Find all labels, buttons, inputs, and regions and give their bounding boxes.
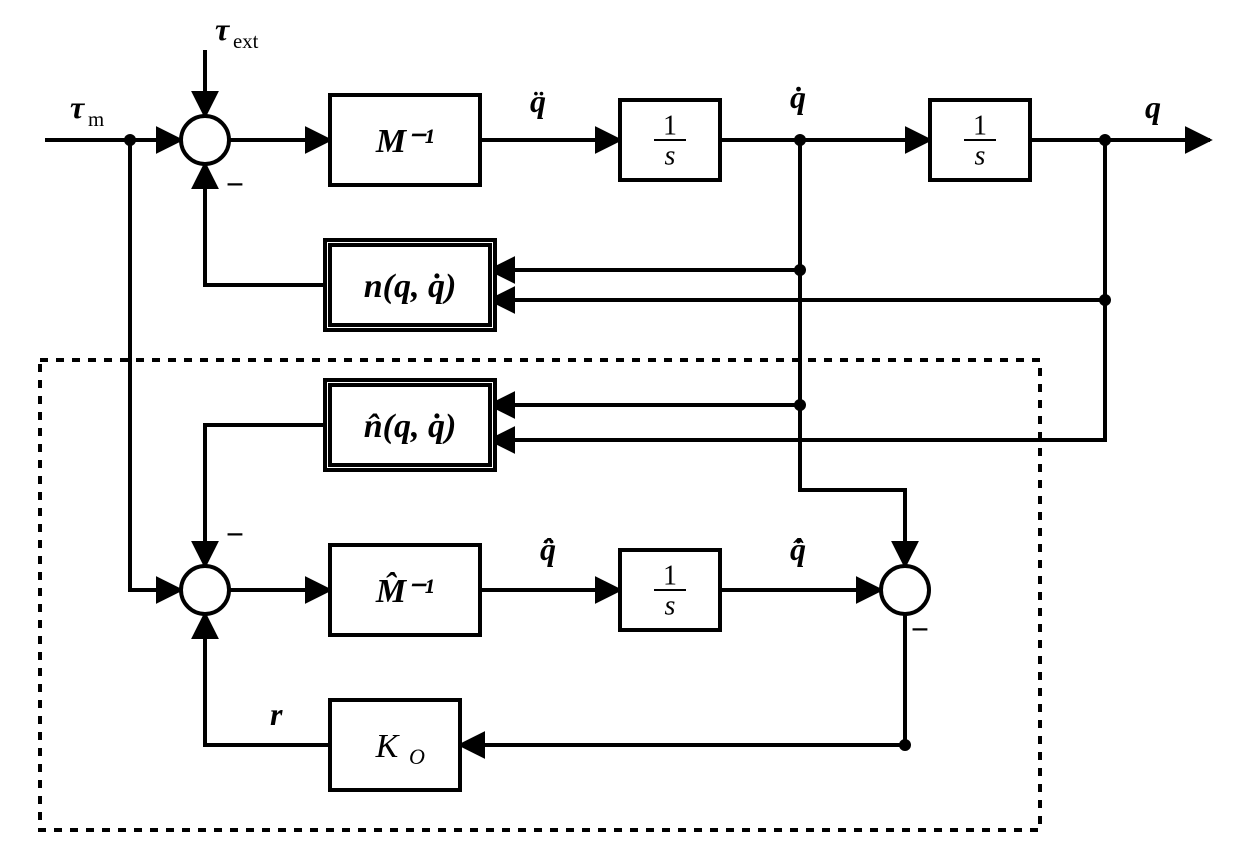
svg-text:−: −: [910, 611, 929, 647]
sum-junction: [181, 566, 229, 614]
label-r: r: [270, 696, 283, 732]
block-nhat: n̂(q, q̇): [325, 380, 495, 470]
block-int2: 1s: [930, 100, 1030, 180]
wire: [490, 300, 1105, 440]
node-dot: [794, 264, 806, 276]
block-Minv: M⁻¹: [330, 95, 480, 185]
svg-text:−: −: [225, 166, 244, 202]
label-qdhat: q̇̂: [790, 531, 806, 567]
svg-text:s: s: [975, 140, 986, 171]
block-int1: 1s: [620, 100, 720, 180]
block-nqdq: n(q, q̇): [325, 240, 495, 330]
svg-text:1: 1: [663, 110, 677, 141]
label-tau_ext: τext: [215, 11, 259, 53]
sum-junction: [881, 566, 929, 614]
svg-text:q̇̂: q̇̂: [790, 531, 806, 567]
svg-text:M⁻¹: M⁻¹: [375, 123, 434, 160]
node-dot: [899, 739, 911, 751]
block-diagram: M⁻¹1s1sn(q, q̇)n̂(q, q̇)M̂⁻¹1sKOτextτmq̈…: [0, 0, 1240, 864]
label-minus2: −: [225, 516, 244, 552]
svg-text:O: O: [409, 744, 425, 769]
label-minus3: −: [910, 611, 929, 647]
svg-text:n(q, q̇): n(q, q̇): [364, 268, 457, 305]
node-dot: [1099, 134, 1111, 146]
svg-text:−: −: [225, 516, 244, 552]
label-q: q: [1145, 89, 1161, 125]
svg-text:m: m: [88, 108, 104, 131]
svg-text:n̂(q, q̇): n̂(q, q̇): [364, 408, 457, 445]
svg-text:K: K: [375, 728, 401, 765]
block-int3: 1s: [620, 550, 720, 630]
svg-text:q: q: [1145, 89, 1161, 125]
label-tau_m: τm: [70, 89, 104, 131]
svg-text:M̂⁻¹: M̂⁻¹: [375, 571, 434, 610]
block-Mhatinv: M̂⁻¹: [330, 545, 480, 635]
svg-text:1: 1: [663, 560, 677, 591]
wire: [205, 425, 330, 566]
label-qd: q̇: [790, 79, 806, 115]
svg-text:1: 1: [973, 110, 987, 141]
svg-text:s: s: [665, 140, 676, 171]
block-KO: KO: [330, 700, 460, 790]
svg-text:q̈: q̈: [530, 83, 546, 119]
node-dot: [124, 134, 136, 146]
label-qdd: q̈: [530, 83, 546, 119]
wire: [460, 614, 905, 745]
svg-text:τ: τ: [70, 89, 86, 125]
node-dot: [794, 399, 806, 411]
svg-text:ext: ext: [233, 30, 259, 53]
label-qddhat: q̈̂: [540, 531, 556, 567]
svg-text:q̈̂: q̈̂: [540, 531, 556, 567]
sum-junction: [181, 116, 229, 164]
node-dot: [794, 134, 806, 146]
node-dot: [1099, 294, 1111, 306]
label-minus1: −: [225, 166, 244, 202]
wire: [205, 614, 330, 745]
svg-text:r: r: [270, 696, 283, 732]
wire: [130, 140, 181, 590]
wire: [800, 405, 905, 566]
svg-text:q̇: q̇: [790, 79, 806, 115]
svg-text:τ: τ: [215, 11, 231, 47]
svg-text:s: s: [665, 590, 676, 621]
wire: [490, 270, 800, 405]
wire: [205, 164, 330, 285]
